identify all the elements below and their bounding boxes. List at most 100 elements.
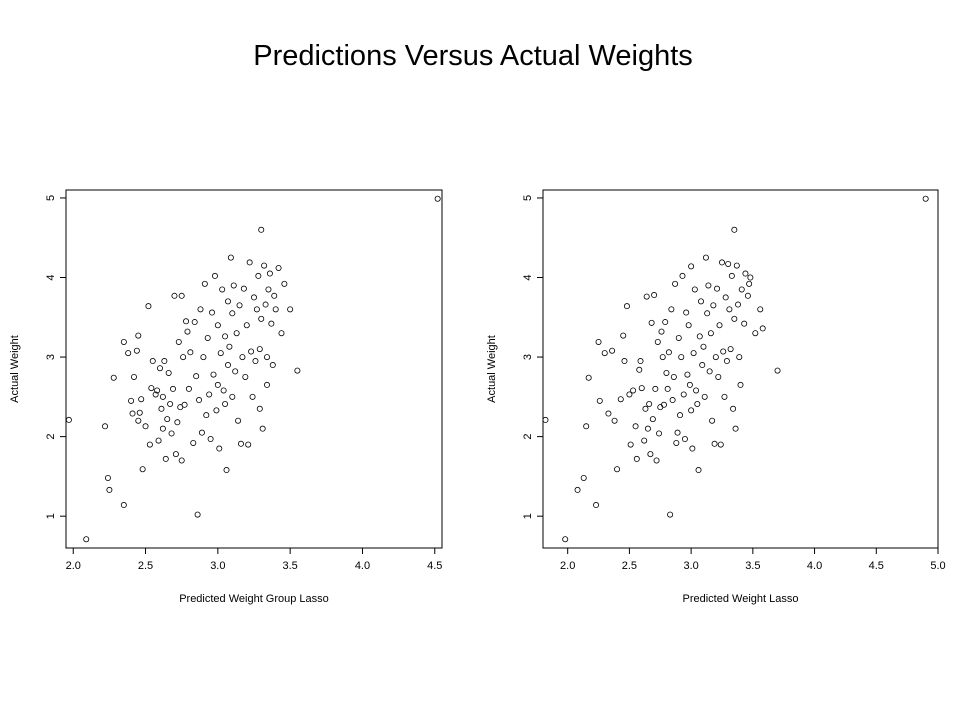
data-point — [255, 272, 262, 279]
slide-title: Predictions Versus Actual Weights — [253, 40, 693, 72]
data-point — [120, 338, 127, 345]
data-point — [203, 412, 210, 419]
data-point — [736, 354, 743, 361]
data-point — [595, 338, 602, 345]
data-point — [178, 457, 185, 464]
data-point — [644, 425, 651, 432]
data-point — [152, 391, 159, 398]
y-tick-label: 4 — [45, 274, 57, 280]
data-point — [181, 401, 188, 408]
data-point — [227, 254, 234, 261]
data-point — [130, 373, 137, 380]
data-point — [138, 396, 145, 403]
data-point — [198, 429, 205, 436]
data-point — [656, 430, 663, 437]
data-point — [737, 381, 744, 388]
data-point — [697, 298, 704, 305]
data-point — [146, 441, 153, 448]
data-point — [256, 346, 263, 353]
data-point — [193, 373, 200, 380]
data-point — [677, 412, 684, 419]
data-point — [674, 429, 681, 436]
data-point — [614, 466, 621, 473]
data-point — [593, 502, 600, 509]
data-point — [601, 350, 608, 357]
data-point — [704, 310, 711, 317]
data-point — [706, 368, 713, 375]
data-point — [727, 346, 734, 353]
data-point — [230, 282, 237, 289]
data-point — [636, 366, 643, 373]
data-point — [258, 315, 265, 322]
data-point — [235, 417, 242, 424]
data-point — [673, 439, 680, 446]
data-point — [663, 369, 670, 376]
data-point — [226, 343, 233, 350]
data-point — [187, 349, 194, 356]
data-point — [731, 315, 738, 322]
data-point — [214, 381, 221, 388]
data-point — [133, 347, 140, 354]
data-point — [741, 320, 748, 327]
data-point — [165, 369, 172, 376]
data-point — [583, 423, 590, 430]
x-tick-label: 3.0 — [683, 560, 698, 572]
data-point — [658, 328, 665, 335]
data-point — [216, 445, 223, 452]
scatter-plot-lasso: 2.0 2.5 3.0 3.5 4.0 4.5 5.0 1 2 3 4 5 Predicted Weig… — [486, 189, 946, 605]
data-point — [170, 385, 177, 392]
data-point — [710, 302, 717, 309]
data-point — [660, 401, 667, 408]
x-tick-label: 4.0 — [807, 560, 822, 572]
data-point — [675, 334, 682, 341]
data-point — [728, 272, 735, 279]
y-tick-label: 1 — [522, 513, 534, 519]
data-point — [696, 333, 703, 340]
data-point — [725, 260, 732, 267]
data-point — [774, 367, 781, 374]
data-point — [271, 292, 278, 299]
data-point — [252, 358, 259, 365]
data-point — [294, 367, 301, 374]
x-axis-label: Predicted Weight Group Lasso — [179, 593, 329, 605]
data-point — [678, 354, 685, 361]
data-point — [110, 374, 117, 381]
data-point — [206, 391, 213, 398]
data-point — [261, 262, 268, 269]
data-point — [83, 536, 90, 543]
data-point — [232, 368, 239, 375]
data-point — [128, 397, 135, 404]
data-point — [691, 286, 698, 293]
data-point — [275, 264, 282, 271]
data-point — [647, 451, 654, 458]
scatter-plot-group-lasso: 2.0 2.5 3.0 3.5 4.0 4.5 1 2 3 4 5 Predicted Weight … — [9, 189, 443, 605]
data-point — [162, 455, 169, 462]
y-axis-label: Actual Weight — [9, 335, 21, 403]
data-point — [194, 511, 201, 518]
data-point — [258, 226, 265, 233]
data-point — [735, 301, 742, 308]
data-point — [272, 306, 279, 313]
data-point — [617, 396, 624, 403]
data-point — [721, 393, 728, 400]
data-point — [156, 365, 163, 372]
data-point — [648, 319, 655, 326]
data-point — [161, 358, 168, 365]
data-point — [264, 354, 271, 361]
data-point — [744, 292, 751, 299]
data-point — [171, 292, 178, 299]
data-point — [213, 407, 220, 414]
data-point — [262, 301, 269, 308]
x-tick-label: 2.5 — [622, 560, 637, 572]
data-point — [620, 332, 627, 339]
data-point — [718, 259, 725, 266]
y-tick-label: 2 — [45, 434, 57, 440]
data-point — [759, 325, 766, 332]
y-tick-label: 5 — [45, 195, 57, 201]
data-point — [159, 425, 166, 432]
data-point — [185, 385, 192, 392]
data-point — [259, 425, 266, 432]
data-point — [196, 397, 203, 404]
data-point — [609, 347, 616, 354]
data-point — [265, 286, 272, 293]
